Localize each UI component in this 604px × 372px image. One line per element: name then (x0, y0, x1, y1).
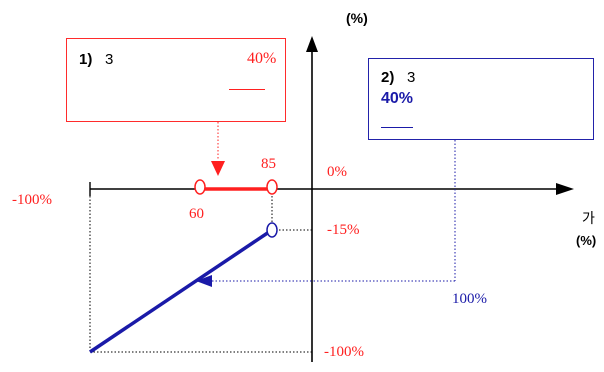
label-x-85: 85 (261, 156, 276, 172)
blue-line (89, 228, 273, 354)
label-left-minus-100: -100% (12, 192, 52, 208)
red-callout-box: 1) 3 40% (66, 38, 286, 122)
label-minus-15: -15% (327, 222, 360, 238)
y-axis-unit-label: (%) (346, 10, 368, 26)
label-x-100: 100% (452, 291, 487, 307)
red-box-underline (229, 89, 265, 90)
red-box-value: 40% (247, 50, 277, 67)
label-zero: 0% (327, 164, 347, 180)
label-bottom-minus-100: -100% (324, 344, 364, 360)
blue-box-number: 2) (381, 69, 395, 86)
x-axis-unit-label: (%) (576, 233, 597, 248)
blue-connector-arrowhead (196, 275, 212, 287)
red-open-point-85 (266, 179, 278, 195)
blue-box-text: 3 (407, 69, 416, 86)
red-connector-arrowhead (211, 161, 225, 176)
red-open-point-60 (194, 179, 206, 195)
y-axis-arrowhead (306, 36, 318, 52)
x-axis-label: 가 (582, 210, 595, 226)
blue-box-value: 40% (381, 90, 414, 107)
red-box-number: 1) (79, 51, 93, 68)
x-axis-arrowhead (556, 183, 574, 195)
label-x-60: 60 (189, 206, 204, 222)
blue-callout-box: 2) 3 40% (368, 58, 594, 140)
red-box-text: 3 (105, 51, 114, 68)
blue-open-point (266, 222, 278, 238)
blue-box-underline (381, 127, 413, 128)
